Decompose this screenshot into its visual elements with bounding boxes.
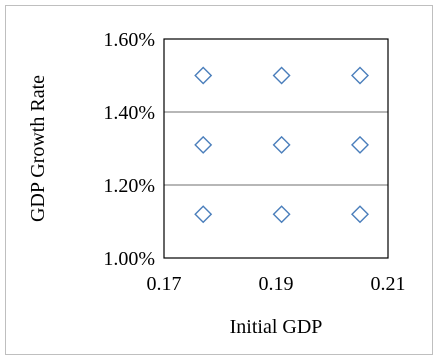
x-tick-label: 0.17 (147, 273, 182, 295)
data-point (194, 66, 213, 85)
data-point (351, 205, 369, 224)
x-axis-ticks: 0.17 0.19 0.21 (147, 273, 406, 295)
x-tick-label: 0.19 (259, 273, 294, 295)
data-points (194, 66, 369, 224)
data-point (351, 135, 369, 154)
plot-area-border (163, 38, 389, 259)
y-tick-label: 1.20% (103, 175, 155, 197)
y-axis-title: GDP Growth Rate (27, 75, 49, 222)
data-point (272, 66, 291, 85)
data-point (272, 135, 291, 154)
x-tick-label: 0.21 (371, 273, 406, 295)
y-axis-ticks: 1.00% 1.20% 1.40% 1.60% (103, 29, 155, 270)
y-tick-label: 1.60% (103, 29, 155, 51)
data-point (194, 205, 213, 224)
chart-area (5, 5, 433, 355)
data-point (194, 135, 213, 154)
data-point (351, 66, 369, 85)
data-point (272, 205, 291, 224)
x-axis-title: Initial GDP (230, 316, 323, 338)
y-tick-label: 1.40% (103, 102, 155, 124)
gridlines (164, 111, 388, 186)
y-tick-label: 1.00% (103, 248, 155, 270)
